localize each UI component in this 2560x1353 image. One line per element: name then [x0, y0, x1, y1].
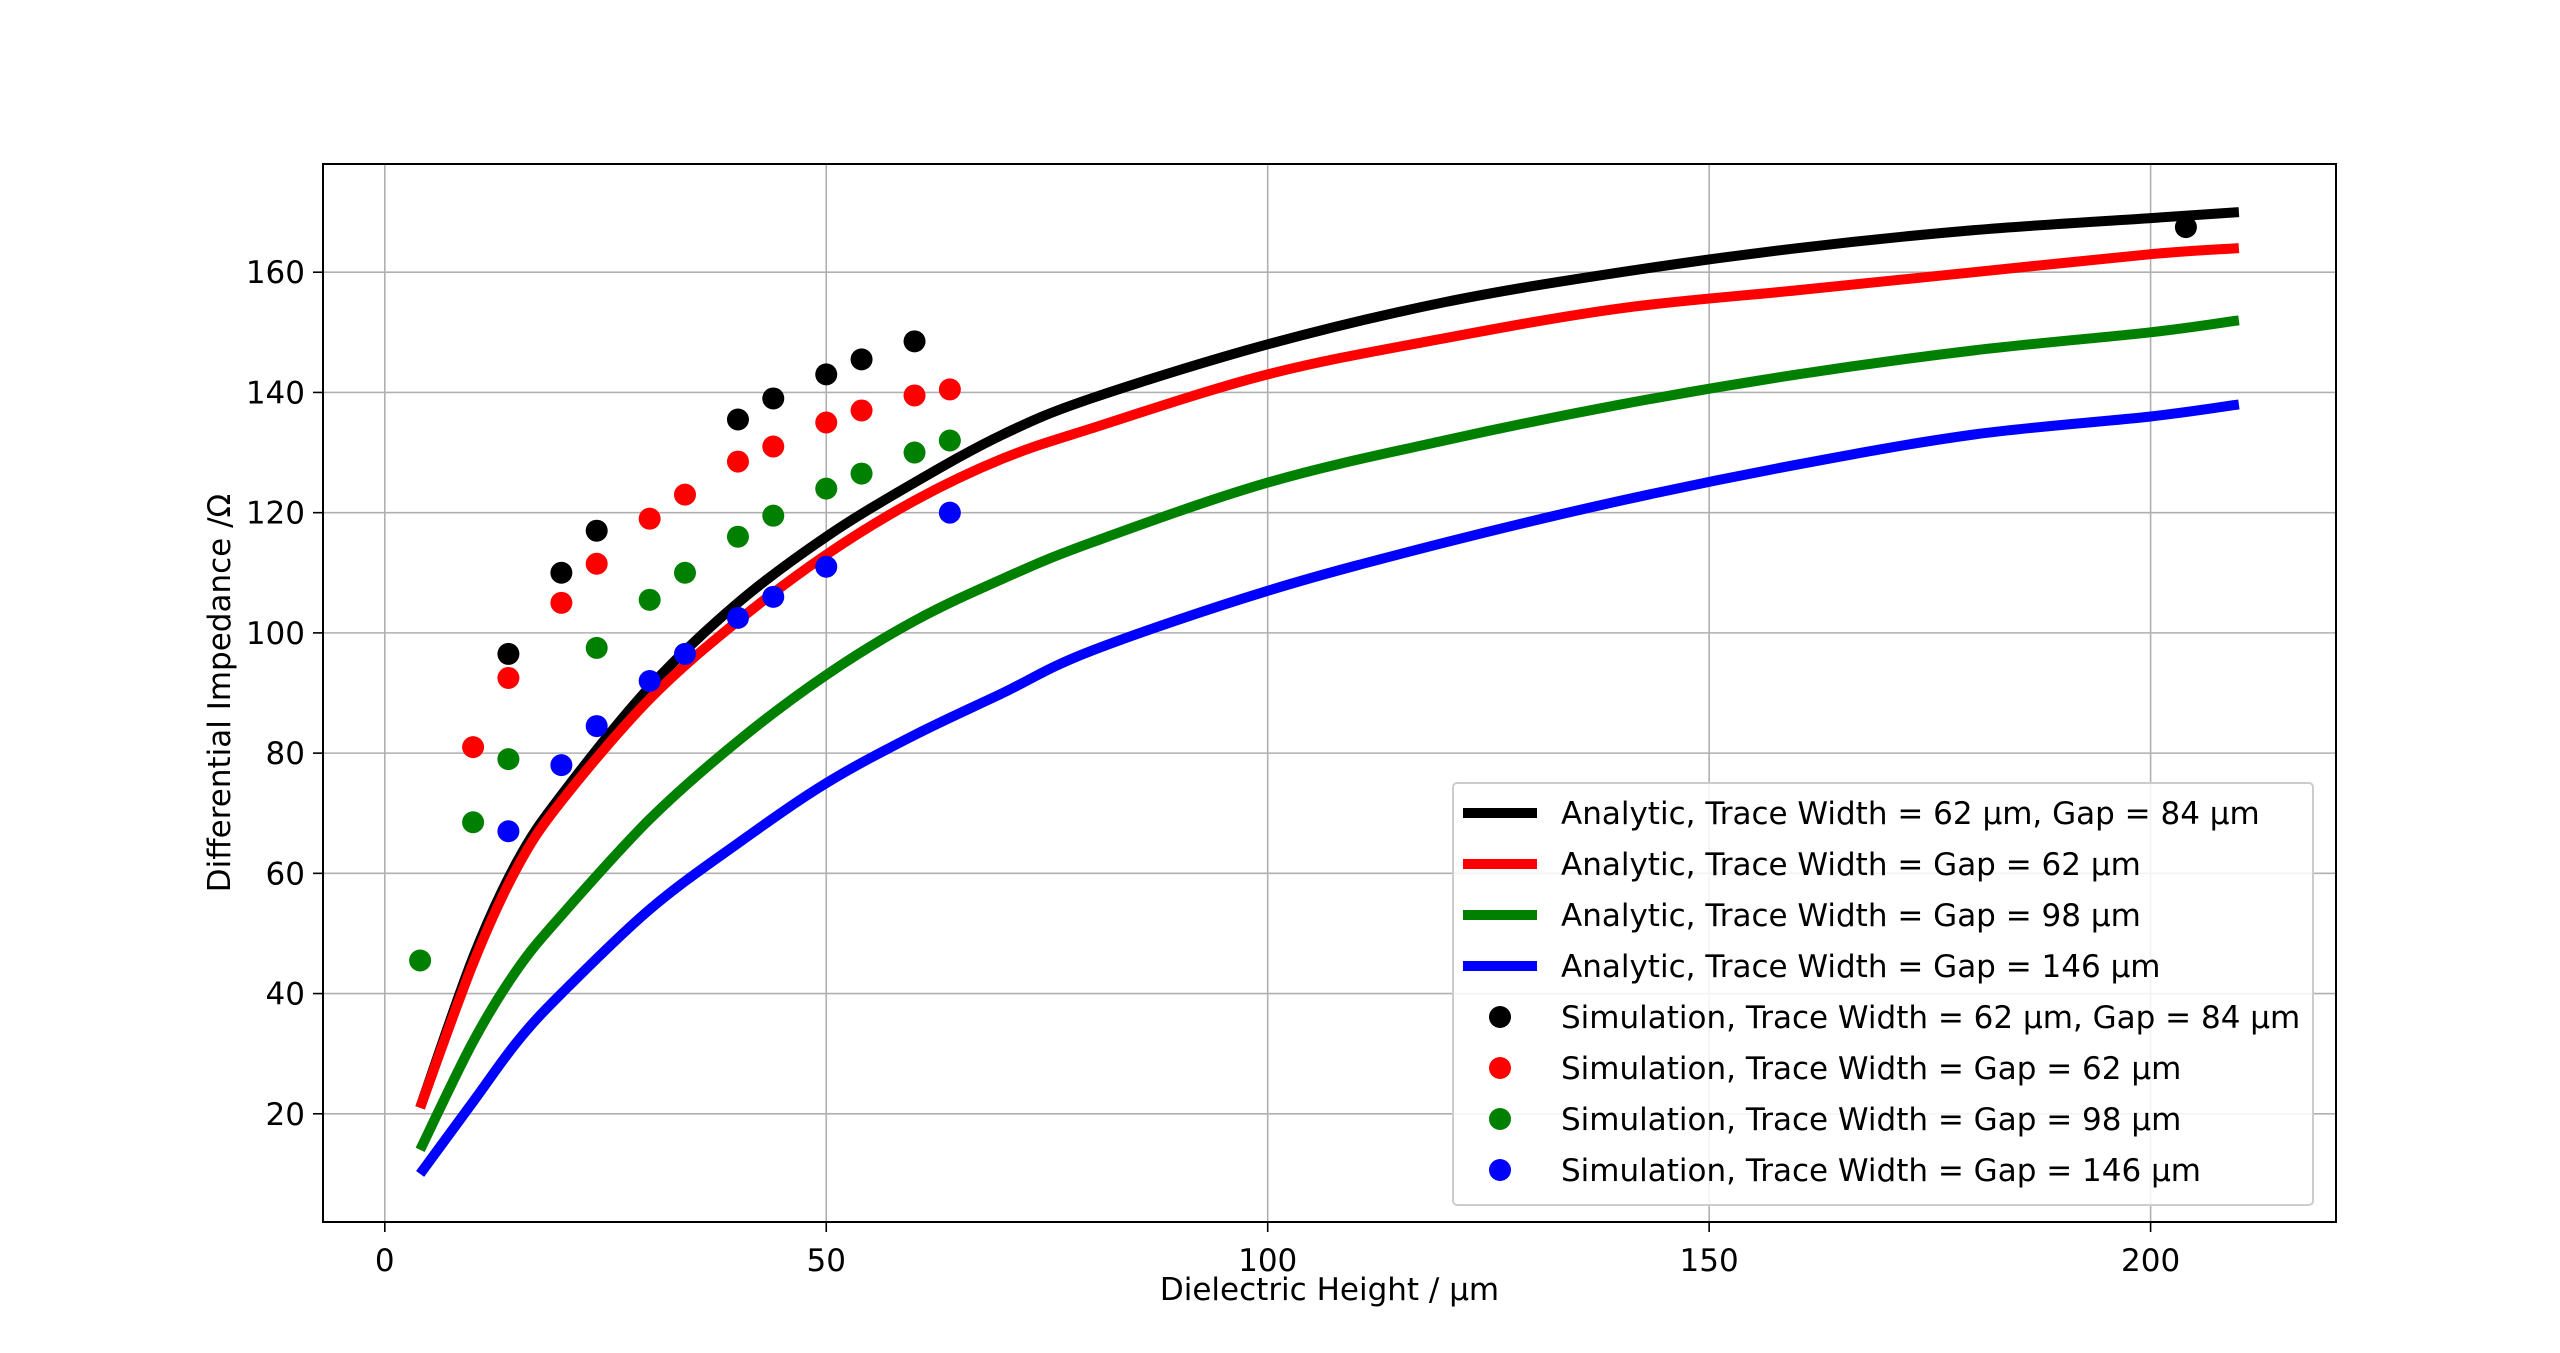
legend-label: Analytic, Trace Width = 62 μm, Gap = 84 … [1561, 796, 2260, 832]
scatter-point-5 [815, 411, 838, 434]
legend-label: Simulation, Trace Width = Gap = 62 μm [1561, 1051, 2181, 1087]
legend-box [1452, 782, 2314, 1206]
legend-label: Simulation, Trace Width = Gap = 98 μm [1561, 1102, 2181, 1138]
scatter-point-7 [726, 606, 749, 629]
scatter-point-7 [550, 754, 573, 777]
scatter-point-4 [762, 387, 785, 410]
scatter-point-6 [850, 462, 873, 485]
legend-label: Simulation, Trace Width = 62 μm, Gap = 8… [1561, 1000, 2300, 1036]
series-line-1 [415, 243, 2240, 1110]
y-tick-label: 60 [266, 856, 305, 892]
scatter-point-5 [850, 399, 873, 422]
x-tick-label: 100 [1238, 1243, 1297, 1279]
scatter-point-5 [938, 378, 961, 401]
scatter-point-6 [497, 748, 520, 771]
scatter-point-7 [815, 555, 838, 578]
y-tick-label: 80 [266, 736, 305, 772]
scatter-point-5 [585, 552, 608, 575]
scatter-point-5 [497, 666, 520, 689]
scatter-point-4 [815, 363, 838, 386]
scatter-point-7 [638, 669, 661, 692]
scatter-point-5 [726, 450, 749, 473]
legend-dot-swatch [1489, 1159, 1511, 1181]
scatter-point-4 [2174, 216, 2197, 239]
scatter-point-4 [550, 561, 573, 584]
scatter-point-6 [585, 636, 608, 659]
x-tick-label: 0 [375, 1243, 395, 1279]
scatter-point-5 [762, 435, 785, 458]
scatter-point-4 [585, 519, 608, 542]
legend-dot-swatch [1489, 1006, 1511, 1028]
scatter-point-4 [850, 348, 873, 371]
plot-frame [322, 163, 2337, 1223]
scatter-point-5 [903, 384, 926, 407]
x-tick-label: 50 [807, 1243, 846, 1279]
legend-label: Analytic, Trace Width = Gap = 146 μm [1561, 949, 2161, 985]
series-line-2 [415, 315, 2240, 1153]
scatter-point-5 [673, 483, 696, 506]
y-tick-label: 160 [246, 255, 305, 291]
legend-label: Analytic, Trace Width = Gap = 98 μm [1561, 898, 2141, 934]
scatter-point-6 [462, 811, 485, 834]
y-tick-label: 100 [246, 616, 305, 652]
legend-dot-swatch [1489, 1108, 1511, 1130]
scatter-point-7 [938, 501, 961, 524]
x-axis-label: Dielectric Height / μm [1160, 1272, 1499, 1308]
scatter-point-6 [815, 477, 838, 500]
scatter-point-5 [550, 591, 573, 614]
legend: Analytic, Trace Width = 62 μm, Gap = 84 … [1452, 782, 2314, 1206]
scatter-point-5 [638, 507, 661, 530]
x-tick-label: 150 [1680, 1243, 1739, 1279]
scatter-point-5 [462, 736, 485, 759]
scatter-point-6 [762, 504, 785, 527]
scatter-point-7 [585, 715, 608, 738]
scatter-point-6 [903, 441, 926, 464]
scatter-point-4 [903, 330, 926, 353]
series-line-3 [416, 399, 2240, 1177]
y-tick-label: 120 [246, 496, 305, 532]
legend-dot-swatch [1489, 1057, 1511, 1079]
x-tick-label: 200 [2121, 1243, 2180, 1279]
y-tick-label: 40 [266, 977, 305, 1013]
scatter-point-7 [497, 820, 520, 843]
y-tick-label: 140 [246, 375, 305, 411]
legend-label: Analytic, Trace Width = Gap = 62 μm [1561, 847, 2141, 883]
scatter-point-6 [638, 588, 661, 611]
scatter-point-6 [726, 525, 749, 548]
scatter-point-6 [409, 949, 432, 972]
scatter-point-4 [497, 642, 520, 665]
series-layer [409, 207, 2240, 1177]
scatter-point-4 [726, 408, 749, 431]
ticks: 0 50 100 150 200 20 40 60 80 100 120 140 160 [246, 255, 2180, 1279]
y-axis-label: Differential Impedance /Ω [202, 494, 238, 892]
legend-label: Simulation, Trace Width = Gap = 146 μm [1561, 1153, 2201, 1189]
scatter-point-6 [938, 429, 961, 452]
scatter-point-6 [673, 561, 696, 584]
y-tick-label: 20 [266, 1097, 305, 1133]
scatter-point-7 [762, 585, 785, 608]
scatter-point-7 [673, 642, 696, 665]
